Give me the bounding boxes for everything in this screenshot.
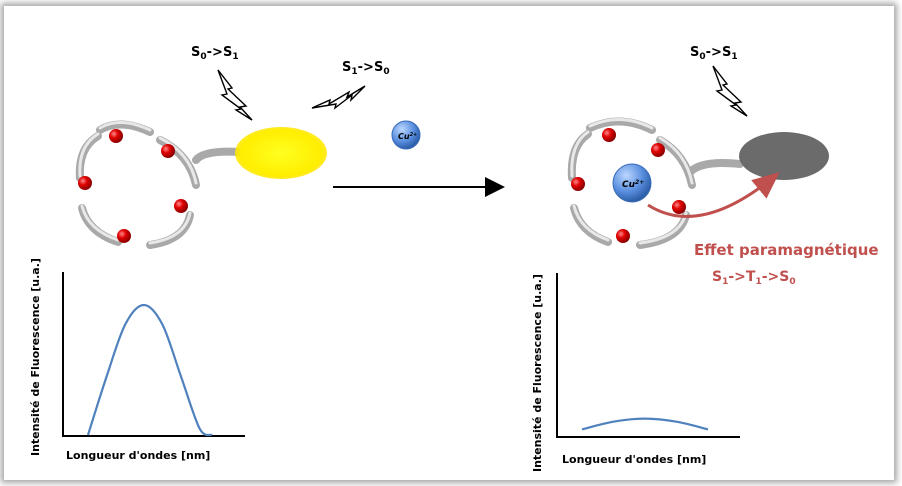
- graph-right-curve: [581, 417, 709, 431]
- graph-right-ylabel: Intensité de Fluorescence [u.a.]: [531, 274, 544, 472]
- paramagnetic-arrow: [647, 172, 780, 218]
- graph-right: Longueur d'ondes [nm] Intensité de Fluor…: [531, 273, 740, 472]
- red-atom: [161, 144, 175, 158]
- lightning-icon-emission: [311, 85, 366, 110]
- graph-left-curve: [86, 303, 213, 437]
- red-atom: [672, 200, 686, 214]
- red-atom: [616, 229, 630, 243]
- cu-ion-free: Cu2+: [391, 120, 421, 150]
- graph-left: Longueur d'ondes [nm] Intensité de Fluor…: [29, 258, 245, 462]
- effect-path: S1->T1->S0: [712, 269, 796, 287]
- label-left-emission: S1->S0: [342, 60, 390, 77]
- red-atom: [602, 128, 616, 142]
- red-atom: [651, 143, 665, 157]
- graph-right-xlabel: Longueur d'ondes [nm]: [562, 453, 706, 466]
- effect-title: Effet paramagnétique: [694, 241, 879, 259]
- red-atom: [571, 177, 585, 191]
- graph-left-ylabel: Intensité de Fluorescence [u.a.]: [29, 258, 42, 456]
- fluorophore-yellow: [235, 127, 327, 179]
- crown-ether-left: [75, 120, 244, 249]
- cu-ion-bound: Cu2+: [612, 163, 652, 203]
- red-atom: [117, 229, 131, 243]
- graph-left-xlabel: Longueur d'ondes [nm]: [66, 449, 210, 462]
- lightning-icon-excitation-right: [712, 65, 748, 117]
- label-left-excitation: S0->S1: [191, 45, 239, 62]
- fluorophore-quenched: [739, 132, 829, 180]
- label-right-excitation: S0->S1: [690, 45, 738, 62]
- red-atom: [174, 199, 188, 213]
- svg-text:Cu2+: Cu2+: [398, 132, 417, 141]
- red-atom: [109, 129, 123, 143]
- crown-ether-right: Cu2+: [567, 117, 744, 249]
- lightning-icon-excitation: [217, 69, 253, 121]
- red-atom: [78, 176, 92, 190]
- svg-text:Cu2+: Cu2+: [622, 179, 644, 190]
